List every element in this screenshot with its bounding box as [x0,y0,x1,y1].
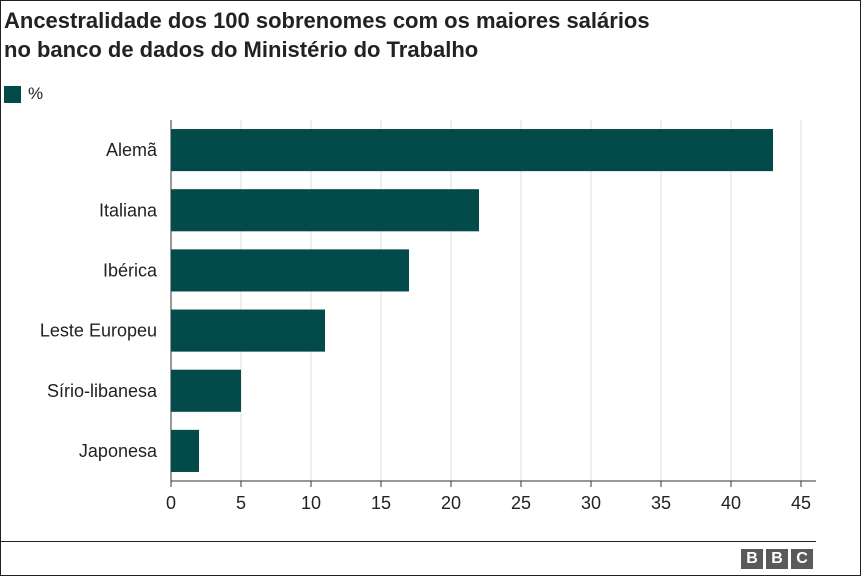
bbc-logo-letter-3: C [791,549,813,569]
bar-5 [171,429,199,472]
category-label-3: Leste Europeu [40,321,157,341]
legend-swatch [4,85,21,103]
bar-3 [171,309,325,352]
bbc-logo-letter-2: B [766,549,788,569]
chart-title-line-1: Ancestralidade dos 100 sobrenomes com os… [4,8,650,33]
bar-0 [171,129,773,172]
x-tick-label-0: 0 [166,493,176,513]
x-tick-label-40: 40 [721,493,741,513]
bbc-logo-letter-1: B [741,549,763,569]
x-tick-label-5: 5 [236,493,246,513]
chart-legend: % [4,84,43,104]
x-tick-label-20: 20 [441,493,461,513]
x-tick-label-10: 10 [301,493,321,513]
chart-title: Ancestralidade dos 100 sobrenomes com os… [4,6,854,64]
x-tick-label-30: 30 [581,493,601,513]
x-tick-label-35: 35 [651,493,671,513]
bar-1 [171,189,479,232]
category-label-2: Ibérica [103,260,158,280]
x-tick-label-15: 15 [371,493,391,513]
category-label-5: Japonesa [79,441,158,461]
category-label-1: Italiana [99,200,158,220]
category-label-0: Alemã [106,140,158,160]
bar-2 [171,249,409,292]
x-tick-label-25: 25 [511,493,531,513]
chart-title-line-2: no banco de dados do Ministério do Traba… [4,37,479,62]
category-label-4: Sírio-libanesa [47,381,158,401]
x-tick-label-45: 45 [791,493,811,513]
footer-divider [0,541,816,542]
bar-4 [171,369,241,412]
bbc-logo: B B C [741,549,813,569]
legend-label: % [28,84,44,103]
